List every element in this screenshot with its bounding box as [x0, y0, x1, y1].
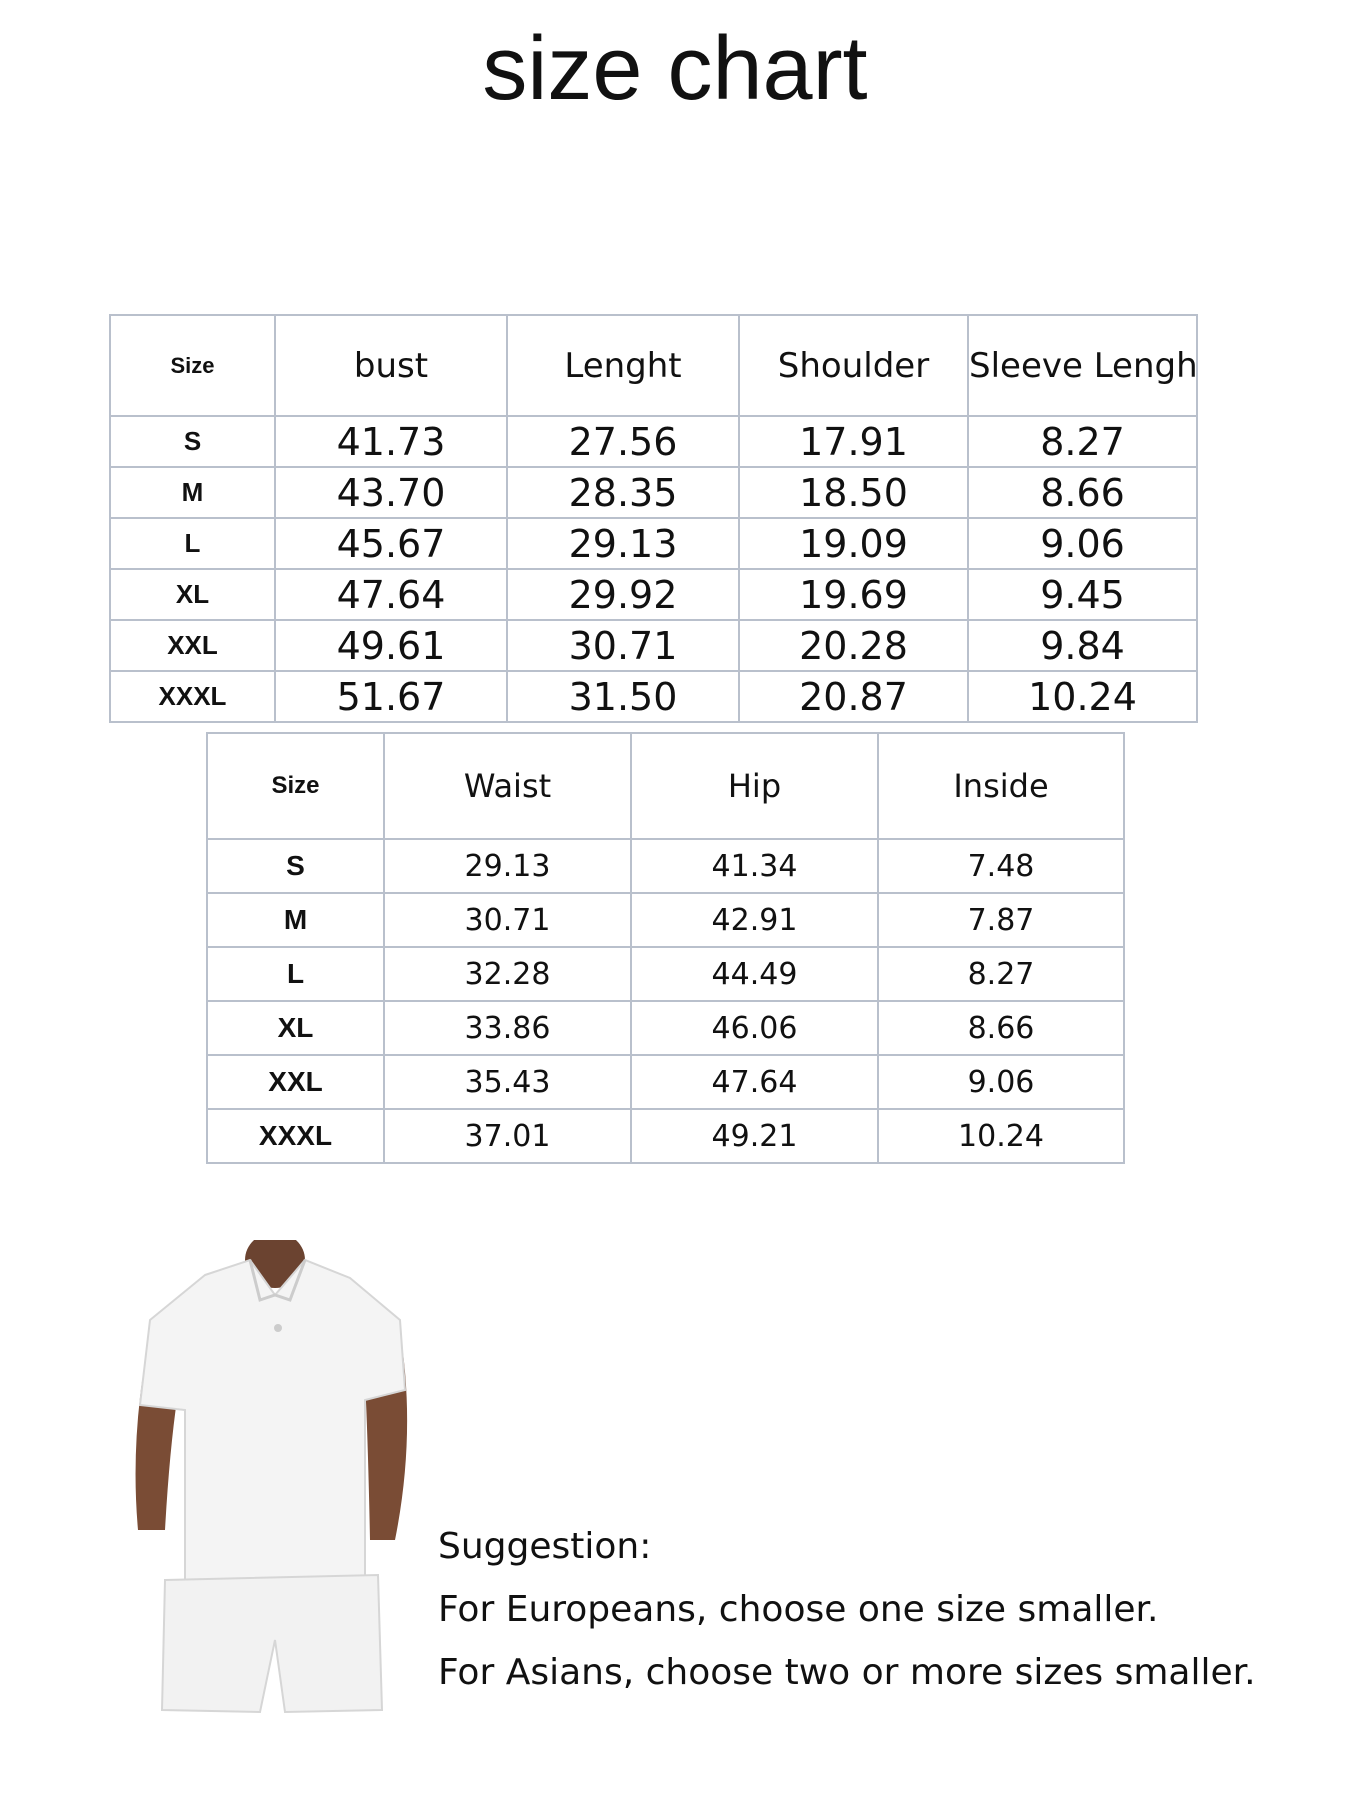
table-cell: XXXL	[206, 1108, 385, 1164]
table-cell: 45.67	[274, 517, 508, 570]
table-row: M 43.70 28.35 18.50 8.66	[109, 466, 1198, 519]
header-cell: Sleeve Lenght	[967, 314, 1198, 417]
table-cell: 35.43	[383, 1054, 632, 1110]
table-cell: 8.66	[877, 1000, 1125, 1056]
header-cell: Lenght	[506, 314, 740, 417]
size-table-top: Size bust Lenght Shoulder Sleeve Lenght S 41.7…	[109, 314, 1198, 723]
table-cell: 42.91	[630, 892, 879, 948]
table-cell: 43.70	[274, 466, 508, 519]
table-cell: 46.06	[630, 1000, 879, 1056]
table-cell: 32.28	[383, 946, 632, 1002]
table-cell: 51.67	[274, 670, 508, 723]
table-cell: 10.24	[967, 670, 1198, 723]
header-cell: Hip	[630, 732, 879, 840]
table-cell: 19.09	[738, 517, 969, 570]
table-cell: 31.50	[506, 670, 740, 723]
button	[274, 1324, 282, 1332]
table-row: XXL 49.61 30.71 20.28 9.84	[109, 619, 1198, 672]
table-cell: M	[109, 466, 276, 519]
table-cell: 19.69	[738, 568, 969, 621]
table-cell: S	[206, 838, 385, 894]
table-cell: 8.27	[967, 415, 1198, 468]
header-cell: Inside	[877, 732, 1125, 840]
table-cell: 9.06	[967, 517, 1198, 570]
table-cell: 28.35	[506, 466, 740, 519]
title: size chart	[482, 19, 868, 119]
table-cell: 17.91	[738, 415, 969, 468]
table-cell: 30.71	[506, 619, 740, 672]
table-cell: S	[109, 415, 276, 468]
table-row: S 29.13 41.34 7.48	[206, 838, 1125, 894]
table-row: XL 33.86 46.06 8.66	[206, 1000, 1125, 1056]
table-cell: 29.13	[383, 838, 632, 894]
table-cell: 8.66	[967, 466, 1198, 519]
table-cell: 10.24	[877, 1108, 1125, 1164]
table-row: XXL 35.43 47.64 9.06	[206, 1054, 1125, 1110]
table-cell: XXXL	[109, 670, 276, 723]
table-cell: L	[206, 946, 385, 1002]
table-cell: XXL	[109, 619, 276, 672]
collar	[248, 1259, 307, 1302]
table-row: XL 47.64 29.92 19.69 9.45	[109, 568, 1198, 621]
shirt	[138, 1258, 407, 1587]
table-cell: 9.06	[877, 1054, 1125, 1110]
table-cell: XL	[109, 568, 276, 621]
table-cell: 41.34	[630, 838, 879, 894]
table-row: L 45.67 29.13 19.09 9.06	[109, 517, 1198, 570]
table-row: L 32.28 44.49 8.27	[206, 946, 1125, 1002]
table-cell: 8.27	[877, 946, 1125, 1002]
table-cell: 44.49	[630, 946, 879, 1002]
table-row: M 30.71 42.91 7.87	[206, 892, 1125, 948]
table-cell: XL	[206, 1000, 385, 1056]
table-cell: 27.56	[506, 415, 740, 468]
table-cell: 20.28	[738, 619, 969, 672]
header-cell: Shoulder	[738, 314, 969, 417]
size-table-bottom: Size Waist Hip Inside S 29.13 41.34 7.48 M 30.71 4…	[206, 732, 1125, 1164]
header-row: Size Waist Hip Inside	[206, 732, 1125, 840]
table-cell: 7.87	[877, 892, 1125, 948]
header-cell: Size	[109, 314, 276, 417]
table-cell: 49.61	[274, 619, 508, 672]
header-row: Size bust Lenght Shoulder Sleeve Lenght	[109, 314, 1198, 417]
table-cell: M	[206, 892, 385, 948]
table-row: S 41.73 27.56 17.91 8.27	[109, 415, 1198, 468]
shorts	[160, 1573, 384, 1714]
table-cell: L	[109, 517, 276, 570]
suggestion-heading: Suggestion:	[438, 1526, 652, 1567]
header-cell: Size	[206, 732, 385, 840]
table-cell: 20.87	[738, 670, 969, 723]
table-cell: 9.84	[967, 619, 1198, 672]
table-cell: 18.50	[738, 466, 969, 519]
table-cell: 7.48	[877, 838, 1125, 894]
table-cell: 47.64	[274, 568, 508, 621]
table-cell: 47.64	[630, 1054, 879, 1110]
table-cell: XXL	[206, 1054, 385, 1110]
table-cell: 29.13	[506, 517, 740, 570]
table-row: XXXL 37.01 49.21 10.24	[206, 1108, 1125, 1164]
header-cell: bust	[274, 314, 508, 417]
table-cell: 49.21	[630, 1108, 879, 1164]
suggestion: Suggestion: For Europeans, choose one si…	[438, 1515, 1256, 1704]
table-cell: 37.01	[383, 1108, 632, 1164]
suggestion-line: For Asians, choose two or more sizes sma…	[438, 1652, 1256, 1693]
table-row: XXXL 51.67 31.50 20.87 10.24	[109, 670, 1198, 723]
table-cell: 41.73	[274, 415, 508, 468]
header-cell: Waist	[383, 732, 632, 840]
model-photo	[135, 1240, 408, 1714]
suggestion-line: For Europeans, choose one size smaller.	[438, 1589, 1159, 1630]
table-cell: 30.71	[383, 892, 632, 948]
table-cell: 33.86	[383, 1000, 632, 1056]
table-cell: 29.92	[506, 568, 740, 621]
table-cell: 9.45	[967, 568, 1198, 621]
